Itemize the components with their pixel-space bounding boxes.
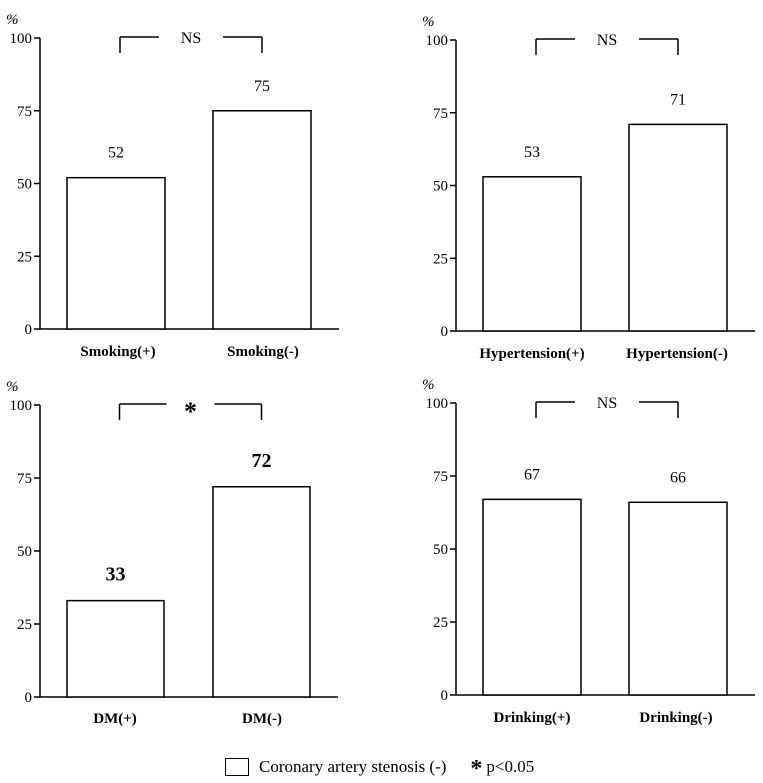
bar-value-label: 66 [670,469,686,486]
y-tick-label: 0 [25,690,33,706]
y-tick-label: 50 [433,542,448,558]
bar-value-label: 52 [108,145,124,162]
y-unit-label: % [422,14,435,30]
legend-series-label: Coronary artery stenosis (-) [259,756,447,776]
chart-canvas: % 0 25 50 75 100 52 Smoking(+) 75 Smoking(-) NS% 0 2… [6,12,755,727]
bar [66,599,165,698]
y-tick-label: 100 [10,31,33,47]
y-tick-label: 25 [433,251,448,267]
significance-note: * p<0.05 [470,753,535,782]
category-label: Drinking(-) [639,710,712,726]
y-tick-label: 50 [17,177,32,193]
bar-value-label: 72 [252,450,272,472]
legend: Coronary artery stenosis (-) * p<0.05 [225,753,535,782]
bar-value-label: 71 [670,91,686,108]
bar [212,486,311,698]
y-tick-label: 25 [17,617,32,633]
legend-swatch [225,757,249,776]
bar [628,501,728,696]
significance-label: NS [597,32,617,49]
y-tick-label: 100 [10,398,33,414]
bar-value-label: 67 [524,466,540,483]
bar [482,176,582,332]
y-tick-label: 100 [426,396,449,412]
y-tick-label: 50 [17,544,32,560]
y-unit-label: % [6,379,19,395]
legend-star-symbol: * [470,756,483,782]
bar-value-label: 53 [524,144,540,161]
y-unit-label: % [422,377,435,393]
bar [212,110,312,330]
y-tick-label: 0 [441,324,449,340]
y-tick-label: 100 [426,33,449,49]
bar [628,123,728,332]
y-tick-label: 75 [17,104,32,120]
bar-value-label: 75 [254,78,270,95]
y-tick-label: 0 [441,688,449,704]
category-label: Smoking(-) [227,344,299,360]
y-tick-label: 75 [17,471,32,487]
y-tick-label: 50 [433,179,448,195]
bar [482,498,582,696]
category-label: Hypertension(-) [626,346,728,362]
category-label: DM(-) [242,711,282,727]
bar-value-label: 33 [106,564,126,586]
bar [66,176,166,330]
significance-label: NS [181,30,201,47]
y-tick-label: 75 [433,106,448,122]
y-tick-label: 25 [17,249,32,265]
legend-note-text: p<0.05 [486,756,535,776]
category-label: Smoking(+) [80,344,155,360]
significance-label: * [184,397,197,426]
y-tick-label: 75 [433,469,448,485]
y-tick-label: 0 [25,322,33,338]
category-label: Hypertension(+) [479,346,584,362]
significance-label: NS [597,395,617,412]
y-tick-label: 25 [433,615,448,631]
category-label: DM(+) [93,711,137,727]
category-label: Drinking(+) [494,710,571,726]
y-unit-label: % [6,12,19,28]
